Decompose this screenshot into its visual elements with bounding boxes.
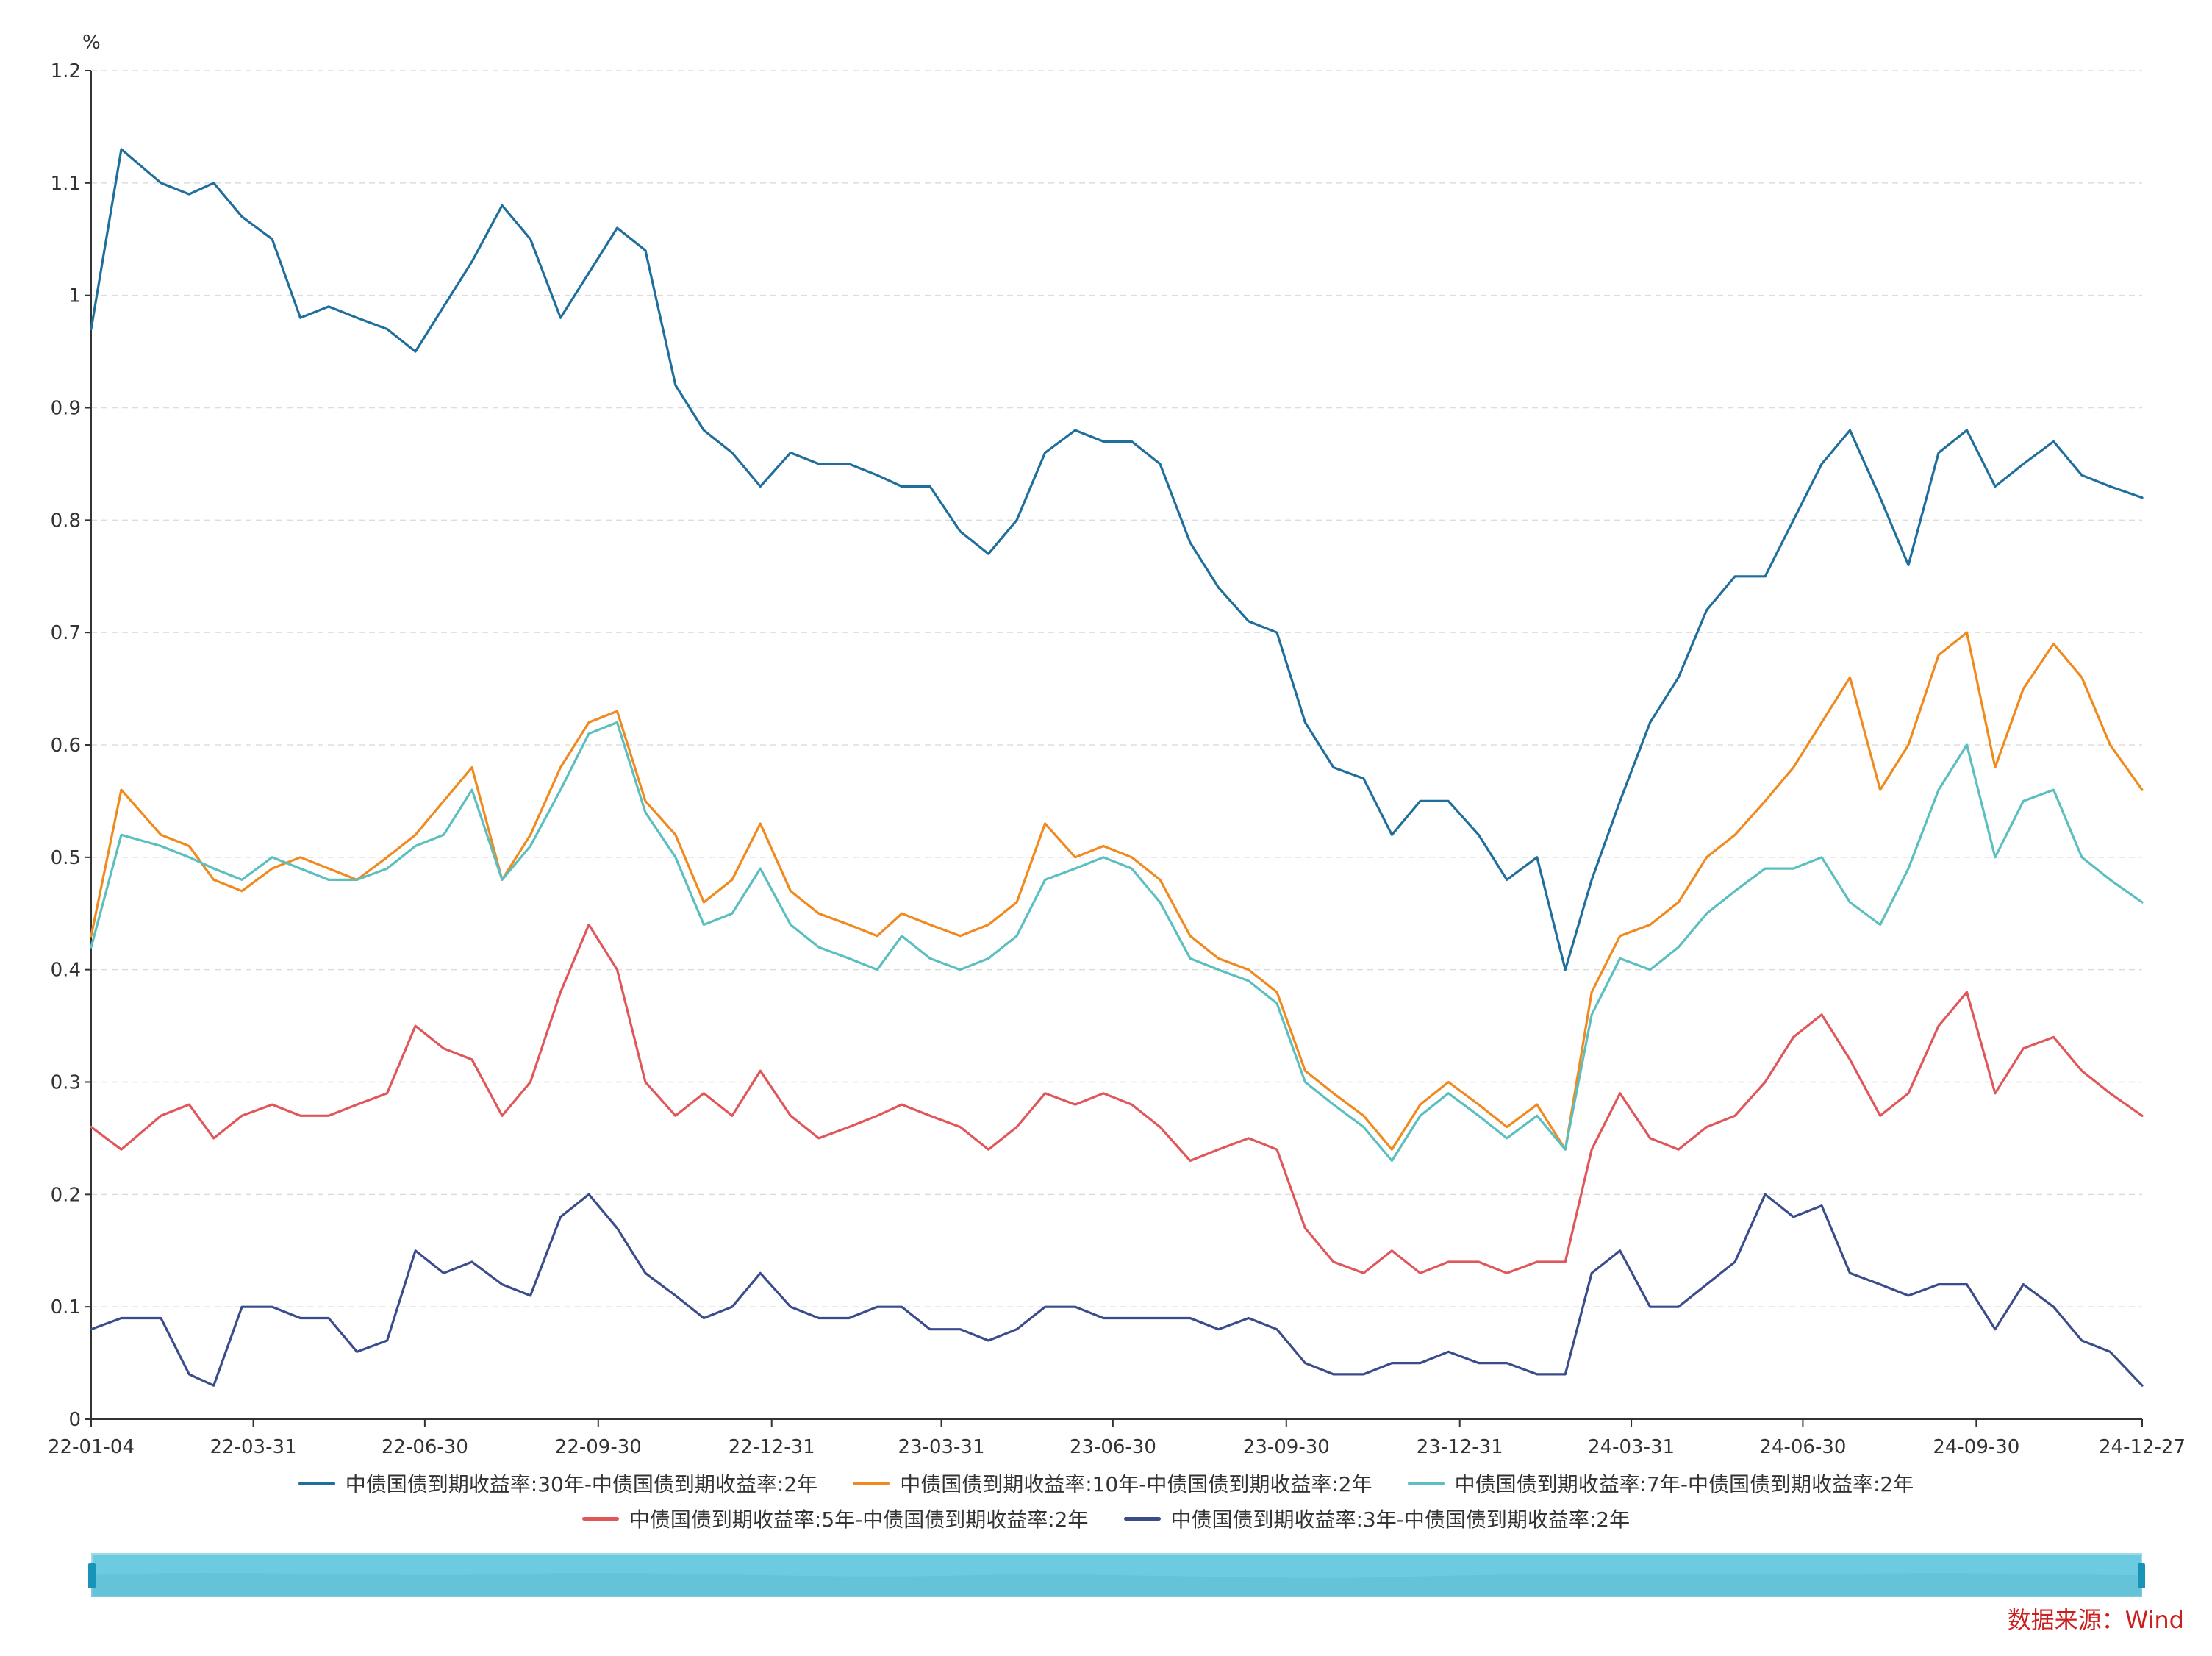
x-tick-label: 23-09-30 <box>1243 1436 1330 1458</box>
legend-item-30y[interactable]: 中债国债到期收益率:30年-中债国债到期收益率:2年 <box>298 1467 817 1499</box>
x-tick-label: 24-09-30 <box>1933 1436 2019 1458</box>
y-tick-label: 0.3 <box>51 1072 81 1094</box>
x-tick-label: 22-03-31 <box>210 1436 297 1458</box>
y-tick-label: 0.6 <box>51 735 81 757</box>
zoom-handle-left[interactable] <box>88 1563 96 1588</box>
x-tick-label: 22-06-30 <box>382 1436 468 1458</box>
y-axis-ticks: 0 0.1 0.2 0.3 0.4 0.5 0.6 0.7 0.8 0.9 1 1.1 1.2 <box>51 60 91 1431</box>
legend-item-7y[interactable]: 中债国债到期收益率:7年-中债国债到期收益率:2年 <box>1407 1467 1914 1499</box>
series-line-3[interactable] <box>90 923 2144 1274</box>
x-tick-label: 24-03-31 <box>1588 1436 1675 1458</box>
y-axis-unit: % <box>82 32 101 54</box>
legend-row-2: 中债国债到期收益率:5年-中债国债到期收益率:2年 中债国债到期收益率:3年-中… <box>0 1502 2212 1535</box>
y-tick-label: 1.2 <box>51 60 81 82</box>
legend-swatch <box>853 1481 890 1485</box>
x-tick-label: 23-06-30 <box>1070 1436 1156 1458</box>
zoom-selected-range[interactable] <box>91 1553 2142 1597</box>
legend-swatch <box>1407 1481 1445 1485</box>
y-tick-label: 0.2 <box>51 1184 81 1206</box>
line-chart: % 0 0.1 0.2 0.3 0.4 0.5 0.6 0.7 0.8 0.9 1 1.1 1.2 22… <box>48 32 2186 1458</box>
series-lines <box>90 148 2144 1387</box>
gridlines <box>91 70 2142 1307</box>
legend-label: 中债国债到期收益率:5年-中债国债到期收益率:2年 <box>629 1507 1089 1532</box>
x-axis-ticks: 22-01-04 22-03-31 22-06-30 22-09-30 22-12-31… <box>48 1419 2186 1458</box>
legend-item-5y[interactable]: 中债国债到期收益率:5年-中债国债到期收益率:2年 <box>581 1502 1089 1535</box>
y-tick-label: 0 <box>68 1409 81 1431</box>
legend-swatch <box>581 1516 619 1521</box>
data-source-note: 数据来源：Wind <box>2007 1606 2184 1634</box>
legend-label: 中债国债到期收益率:30年-中债国债到期收益率:2年 <box>345 1472 818 1496</box>
x-tick-label: 22-09-30 <box>555 1436 642 1458</box>
x-tick-label: 22-12-31 <box>729 1436 815 1458</box>
y-tick-label: 1.1 <box>51 173 81 195</box>
x-tick-label: 24-12-27 <box>2099 1436 2186 1458</box>
y-tick-label: 0.9 <box>51 398 81 420</box>
series-line-2[interactable] <box>90 721 2144 1163</box>
y-tick-label: 0.5 <box>51 847 81 869</box>
x-tick-label: 24-06-30 <box>1759 1436 1846 1458</box>
y-tick-label: 0.1 <box>51 1296 81 1318</box>
legend-label: 中债国债到期收益率:10年-中债国债到期收益率:2年 <box>900 1472 1372 1496</box>
x-tick-label: 22-01-04 <box>48 1436 135 1458</box>
y-tick-label: 0.7 <box>51 622 81 644</box>
x-tick-label: 23-03-31 <box>898 1436 985 1458</box>
series-line-4[interactable] <box>90 1193 2144 1387</box>
y-tick-label: 0.4 <box>51 960 81 982</box>
series-line-1[interactable] <box>90 631 2144 1151</box>
data-zoom-slider[interactable] <box>88 1553 2145 1597</box>
legend-swatch <box>1123 1516 1161 1521</box>
y-tick-label: 0.8 <box>51 510 81 532</box>
y-tick-label: 1 <box>68 285 81 307</box>
legend-item-3y[interactable]: 中债国债到期收益率:3年-中债国债到期收益率:2年 <box>1123 1502 1631 1535</box>
legend-swatch <box>298 1481 335 1485</box>
series-line-0[interactable] <box>90 148 2144 971</box>
legend: 中债国债到期收益率:30年-中债国债到期收益率:2年 中债国债到期收益率:10年… <box>0 1467 2212 1548</box>
zoom-preview-wave <box>91 1573 2142 1597</box>
legend-row-1: 中债国债到期收益率:30年-中债国债到期收益率:2年 中债国债到期收益率:10年… <box>0 1467 2212 1499</box>
x-tick-label: 23-12-31 <box>1417 1436 1503 1458</box>
legend-item-10y[interactable]: 中债国债到期收益率:10年-中债国债到期收益率:2年 <box>853 1467 1372 1499</box>
legend-label: 中债国债到期收益率:7年-中债国债到期收益率:2年 <box>1454 1472 1914 1496</box>
legend-label: 中债国债到期收益率:3年-中债国债到期收益率:2年 <box>1170 1507 1631 1532</box>
zoom-handle-right[interactable] <box>2138 1563 2145 1588</box>
